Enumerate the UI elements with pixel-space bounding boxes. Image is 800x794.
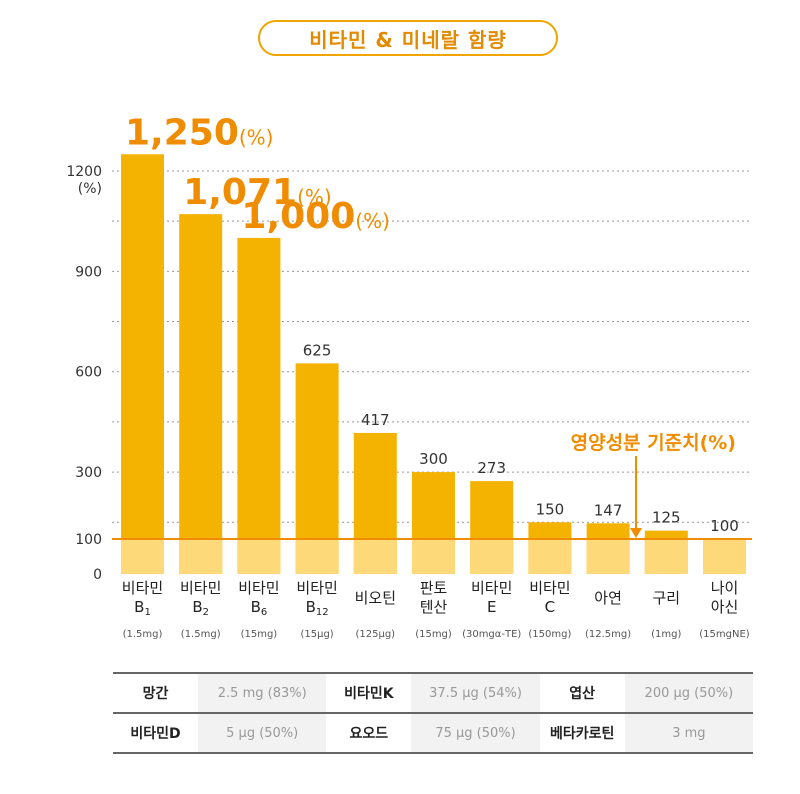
category-label-line1: 비타민 <box>529 579 570 597</box>
bar-chart: 01003006009001200(%)1,250(%)비타민B1(1.5mg)… <box>66 112 752 640</box>
nutrient-value: 2.5 mg (83%) <box>198 672 327 714</box>
category-label-line1: 비타민 <box>296 579 337 597</box>
bar-value-label: 625 <box>303 341 332 359</box>
category-amount: (12.5mg) <box>585 629 631 640</box>
bar-base <box>644 540 688 574</box>
reference-arrow-head <box>630 528 642 538</box>
category-label: 구리 <box>652 589 680 607</box>
category-label-line2: B6 <box>251 598 268 618</box>
nutrient-name: 비타민K <box>326 672 412 714</box>
bar-value-label: 417 <box>361 411 390 429</box>
bar <box>237 237 281 574</box>
bar-base <box>353 540 397 574</box>
category-label-line1: 비타민 <box>238 579 279 597</box>
bar-value-label: 300 <box>419 450 448 468</box>
y-tick-label: 900 <box>75 264 102 280</box>
bar <box>121 154 164 575</box>
reference-label: 영양성분 기준치(%) <box>571 432 736 454</box>
y-tick-label: 0 <box>93 567 102 583</box>
nutrient-name: 엽산 <box>539 672 625 714</box>
bar-base <box>470 540 514 574</box>
nutrient-name: 요오드 <box>326 712 412 754</box>
category-label-line2: B1 <box>134 598 151 618</box>
bar-value-label: 1,071(%) <box>183 172 331 213</box>
nutrient-value: 200 μg (50%) <box>624 672 753 714</box>
bar-value-label: 1,000(%) <box>241 196 389 237</box>
category-label: 아연 <box>594 589 622 607</box>
category-label-line1: 판토 <box>420 579 448 597</box>
category-amount: (1.5mg) <box>123 629 163 640</box>
category-label-line2: C <box>545 598 555 616</box>
bar <box>179 214 223 574</box>
category-amount: (150mg) <box>528 629 571 640</box>
nutrient-name: 베타카로틴 <box>539 712 625 754</box>
y-tick-label: 1200 <box>66 164 102 180</box>
category-amount: (1.5mg) <box>181 629 221 640</box>
category-amount: (15μg) <box>300 629 333 640</box>
chart-title: 비타민 & 미네랄 함량 <box>258 20 558 56</box>
bar-value-label: 1,250(%) <box>125 112 273 153</box>
category-amount: (15mg) <box>415 629 452 640</box>
bar-value-label: 147 <box>594 501 623 519</box>
y-tick-label: 300 <box>75 465 102 481</box>
category-label-line2: E <box>487 598 496 616</box>
bar-base <box>295 540 339 574</box>
bar-base <box>412 540 455 574</box>
y-tick-label: 600 <box>75 365 102 381</box>
category-label-line1: 비타민 <box>122 579 163 597</box>
category-label-line1: 나이 <box>711 579 739 597</box>
nutrient-table: 망간 2.5 mg (83%) 비타민K 37.5 μg (54%) 엽산 20… <box>113 672 753 754</box>
category-amount: (15mgNE) <box>699 629 750 640</box>
category-label-line1: 비타민 <box>180 579 221 597</box>
bar-base <box>703 540 746 574</box>
category-amount: (15mg) <box>241 629 278 640</box>
category-label-line2: 아신 <box>711 598 739 616</box>
category-amount: (1mg) <box>651 629 681 640</box>
bar-base <box>528 540 572 574</box>
bar-value-label: 100 <box>710 517 739 535</box>
nutrient-value: 5 μg (50%) <box>198 712 327 754</box>
category-label-line2: 텐산 <box>420 598 448 616</box>
bar-base <box>179 540 223 574</box>
table-row: 망간 2.5 mg (83%) 비타민K 37.5 μg (54%) 엽산 20… <box>113 672 753 714</box>
category-label: 비오틴 <box>355 589 396 607</box>
bar-value-label: 273 <box>477 459 506 477</box>
category-amount: (125μg) <box>355 629 395 640</box>
chart-title-text: 비타민 & 미네랄 함량 <box>309 27 507 52</box>
bar-base <box>121 540 164 574</box>
table-row: 비타민D 5 μg (50%) 요오드 75 μg (50%) 베타카로틴 3 … <box>113 712 753 754</box>
y-axis-unit: (%) <box>78 181 102 197</box>
category-label-line1: 비타민 <box>471 579 512 597</box>
category-label-line2: B12 <box>306 598 329 618</box>
category-label-line2: B2 <box>192 598 209 618</box>
category-amount: (30mgα-TE) <box>462 629 521 640</box>
nutrient-name: 비타민D <box>113 712 199 754</box>
bar-value-label: 125 <box>652 509 681 527</box>
nutrient-value: 75 μg (50%) <box>411 712 540 754</box>
bar-base <box>237 540 281 574</box>
bar-value-label: 150 <box>536 500 565 518</box>
y-tick-label: 100 <box>75 532 102 548</box>
nutrient-name: 망간 <box>113 672 199 714</box>
nutrient-value: 3 mg <box>624 712 753 754</box>
bar-base <box>586 540 630 574</box>
nutrient-value: 37.5 μg (54%) <box>411 672 540 714</box>
